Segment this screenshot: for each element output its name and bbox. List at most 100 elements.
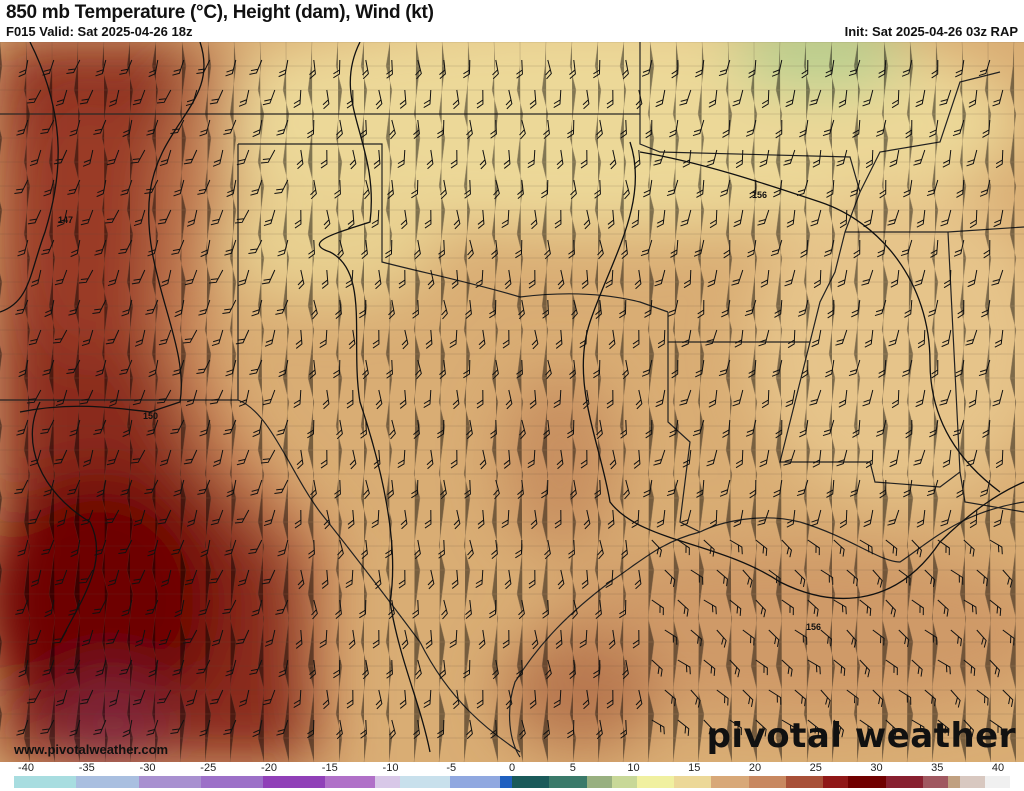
wind-barb <box>645 119 653 139</box>
wind-barb <box>308 239 315 259</box>
wind-barb <box>993 209 1004 228</box>
wind-barb <box>79 89 94 105</box>
wind-barb <box>42 659 55 676</box>
wind-barb <box>607 209 615 229</box>
wind-barb <box>729 539 743 555</box>
wind-barb <box>400 509 408 530</box>
wind-barb <box>707 269 718 288</box>
wind-barb <box>781 719 795 735</box>
wind-barb <box>580 149 588 169</box>
colorbar-swatch <box>14 776 27 788</box>
wind-barb <box>634 569 642 590</box>
wind-barb <box>583 509 591 530</box>
wind-barb <box>553 389 562 409</box>
wind-barb <box>915 89 926 108</box>
wind-barb <box>849 179 861 197</box>
wind-barb <box>173 479 185 497</box>
wind-barb <box>56 509 68 527</box>
wind-barb <box>199 119 211 137</box>
wind-barb <box>438 239 445 259</box>
wind-barb <box>794 629 808 645</box>
wind-barb <box>950 689 961 708</box>
wind-barb <box>731 269 744 286</box>
wind-barb <box>359 599 367 619</box>
wind-barb <box>439 659 446 679</box>
wind-barb <box>957 299 965 319</box>
wind-barb <box>654 269 666 287</box>
wind-barb <box>200 239 211 258</box>
wind-barb <box>965 329 978 346</box>
map-title: 850 mb Temperature (°C), Height (dam), W… <box>6 2 434 23</box>
wind-barb <box>363 479 370 500</box>
county-line <box>828 42 836 762</box>
wind-barb <box>515 539 523 559</box>
wind-barb <box>846 689 859 706</box>
wind-barb <box>198 299 211 316</box>
wind-barb <box>709 509 718 529</box>
site-url[interactable]: www.pivotalweather.com <box>14 742 169 757</box>
wind-barb <box>134 329 146 347</box>
wind-barb <box>904 299 913 318</box>
wind-barb <box>690 689 701 708</box>
colorbar-swatch <box>138 776 151 788</box>
county-line <box>463 42 471 762</box>
colorbar-swatch <box>213 776 226 788</box>
colorbar-swatch <box>624 776 637 788</box>
wind-barb <box>716 569 728 587</box>
wind-barb <box>347 209 355 229</box>
wind-barb <box>415 59 422 80</box>
wind-barb <box>147 539 159 557</box>
county-line <box>126 42 134 762</box>
colorbar-swatch <box>499 776 513 788</box>
wind-barb <box>387 179 394 199</box>
wind-barb <box>184 269 198 286</box>
wind-barb <box>196 659 211 674</box>
contour-label: 150 <box>143 411 158 421</box>
wind-barb <box>758 329 770 347</box>
wind-barb <box>69 719 81 737</box>
wind-barb <box>415 659 422 680</box>
wind-barb <box>14 479 29 494</box>
wind-barb <box>415 359 422 380</box>
weather-map[interactable]: 147 150 156 156 <box>0 42 1024 762</box>
wind-barb <box>835 329 848 346</box>
wind-barb <box>118 239 133 254</box>
wind-barb <box>597 239 604 260</box>
wind-barb <box>132 89 146 106</box>
wind-barb <box>703 719 715 738</box>
wind-barb <box>745 419 757 437</box>
wind-barb <box>413 719 420 739</box>
wind-barb <box>677 599 689 617</box>
wind-barb <box>96 179 107 198</box>
wind-barb <box>225 359 237 377</box>
wind-barb <box>122 119 133 138</box>
wind-barb <box>976 629 987 648</box>
wind-barb <box>399 389 407 409</box>
wind-barb <box>597 539 604 560</box>
wind-barb <box>983 239 991 259</box>
wind-barb <box>121 299 133 317</box>
county-line <box>257 42 265 762</box>
wind-barb <box>664 689 676 707</box>
wind-barb <box>755 539 768 556</box>
wind-barb <box>310 179 317 200</box>
wind-barb <box>865 449 874 469</box>
wind-barb <box>732 89 744 107</box>
wind-barb <box>423 389 432 409</box>
wind-barb <box>336 419 343 440</box>
wind-barb <box>40 119 55 134</box>
wind-barb <box>518 599 525 620</box>
wind-barb <box>170 419 185 434</box>
wind-barb <box>545 59 552 80</box>
wind-barb <box>608 629 616 650</box>
colorbar-swatch <box>300 776 313 788</box>
wind-barb <box>237 569 250 587</box>
wind-barb <box>773 179 783 198</box>
wind-barb <box>820 689 831 708</box>
wind-barb <box>757 209 770 226</box>
wind-barb <box>596 419 603 440</box>
county-line <box>881 42 889 762</box>
wind-barb <box>264 629 276 647</box>
wind-barb <box>555 329 563 349</box>
wind-barb <box>134 629 146 647</box>
